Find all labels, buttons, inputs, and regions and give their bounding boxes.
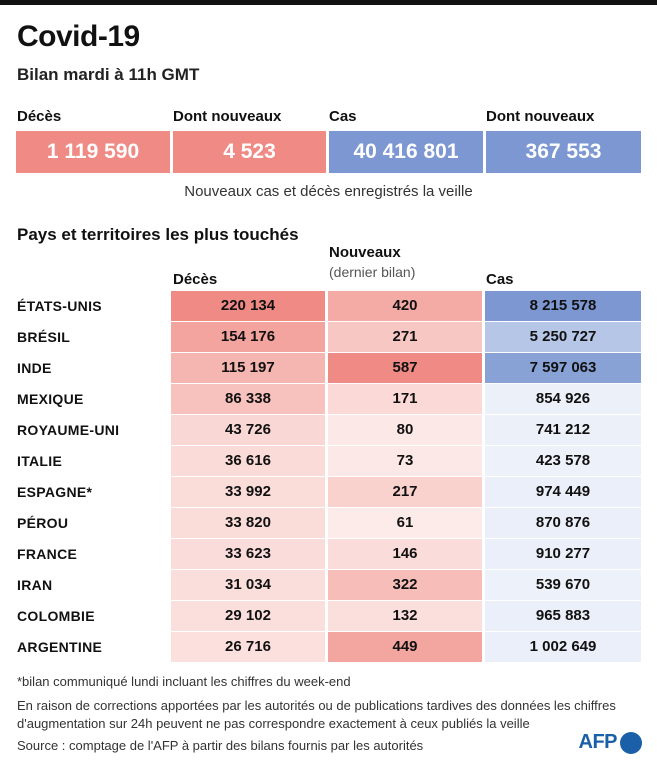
deaths-cell: 86 338: [171, 384, 325, 414]
new-deaths-cell: 80: [328, 415, 482, 445]
summary-label-deaths: Décès: [17, 108, 62, 125]
country-label: COLOMBIE: [17, 608, 95, 624]
country-label: ÉTATS-UNIS: [17, 298, 102, 314]
country-label: ARGENTINE: [17, 639, 103, 655]
country-label: INDE: [17, 360, 52, 376]
summary-label-new-cases: Dont nouveaux: [486, 108, 595, 125]
column-header-new: Nouveaux: [329, 244, 401, 261]
column-subheader-new: (dernier bilan): [329, 264, 416, 280]
country-label: ITALIE: [17, 453, 63, 469]
country-label: MEXIQUE: [17, 391, 84, 407]
cases-cell: 870 876: [485, 508, 641, 538]
table-row: ÉTATS-UNIS 220 134 420 8 215 578: [0, 291, 657, 322]
deaths-cell: 33 992: [171, 477, 325, 507]
table-row: PÉROU 33 820 61 870 876: [0, 508, 657, 539]
column-header-cases: Cas: [486, 271, 514, 288]
summary-value-new-cases: 367 553: [486, 131, 641, 173]
new-deaths-cell: 449: [328, 632, 482, 662]
deaths-cell: 33 820: [171, 508, 325, 538]
new-deaths-cell: 271: [328, 322, 482, 352]
new-deaths-cell: 587: [328, 353, 482, 383]
new-deaths-cell: 73: [328, 446, 482, 476]
afp-logo-text: AFP: [578, 731, 618, 753]
new-deaths-cell: 61: [328, 508, 482, 538]
cases-cell: 423 578: [485, 446, 641, 476]
country-label: FRANCE: [17, 546, 78, 562]
cases-cell: 965 883: [485, 601, 641, 631]
deaths-cell: 29 102: [171, 601, 325, 631]
deaths-cell: 43 726: [171, 415, 325, 445]
deaths-cell: 115 197: [171, 353, 325, 383]
cases-cell: 5 250 727: [485, 322, 641, 352]
cases-cell: 7 597 063: [485, 353, 641, 383]
country-label: ESPAGNE*: [17, 484, 93, 500]
afp-logo-dot: [620, 731, 642, 754]
page-title: Covid-19: [17, 20, 140, 53]
deaths-cell: 31 034: [171, 570, 325, 600]
new-deaths-cell: 322: [328, 570, 482, 600]
country-label: PÉROU: [17, 515, 69, 531]
section-title: Pays et territoires les plus touchés: [17, 225, 299, 244]
new-deaths-cell: 171: [328, 384, 482, 414]
data-table: ÉTATS-UNIS 220 134 420 8 215 578 BRÉSIL 154 1…: [0, 291, 657, 663]
footnote-asterisk: *bilan communiqué lundi incluant les chi…: [17, 674, 351, 689]
table-row: INDE 115 197 587 7 597 063: [0, 353, 657, 384]
afp-logo: AFP: [578, 731, 642, 754]
summary-label-new-deaths: Dont nouveaux: [173, 108, 282, 125]
deaths-cell: 26 716: [171, 632, 325, 662]
footnote-disclaimer: En raison de corrections apportées par l…: [17, 698, 616, 731]
table-row: ROYAUME-UNI 43 726 80 741 212: [0, 415, 657, 446]
deaths-cell: 220 134: [171, 291, 325, 321]
summary-value-new-deaths: 4 523: [173, 131, 326, 173]
summary-value-deaths: 1 119 590: [16, 131, 170, 173]
cases-cell: 910 277: [485, 539, 641, 569]
source-note: Source : comptage de l'AFP à partir des …: [17, 738, 424, 753]
table-row: IRAN 31 034 322 539 670: [0, 570, 657, 601]
table-row: ESPAGNE* 33 992 217 974 449: [0, 477, 657, 508]
table-row: FRANCE 33 623 146 910 277: [0, 539, 657, 570]
deaths-cell: 154 176: [171, 322, 325, 352]
cases-cell: 1 002 649: [485, 632, 641, 662]
country-label: ROYAUME-UNI: [17, 422, 120, 438]
table-row: ARGENTINE 26 716 449 1 002 649: [0, 632, 657, 663]
cases-cell: 741 212: [485, 415, 641, 445]
new-deaths-cell: 146: [328, 539, 482, 569]
summary-note: Nouveaux cas et décès enregistrés la vei…: [184, 183, 473, 200]
cases-cell: 539 670: [485, 570, 641, 600]
deaths-cell: 36 616: [171, 446, 325, 476]
column-header-deaths: Décès: [173, 271, 218, 288]
cases-cell: 8 215 578: [485, 291, 641, 321]
new-deaths-cell: 420: [328, 291, 482, 321]
cases-cell: 854 926: [485, 384, 641, 414]
table-row: COLOMBIE 29 102 132 965 883: [0, 601, 657, 632]
country-label: IRAN: [17, 577, 53, 593]
summary-label-cases: Cas: [329, 108, 357, 125]
table-row: MEXIQUE 86 338 171 854 926: [0, 384, 657, 415]
page-subtitle: Bilan mardi à 11h GMT: [17, 65, 200, 84]
country-label: BRÉSIL: [17, 329, 71, 345]
summary-value-cases: 40 416 801: [329, 131, 483, 173]
cases-cell: 974 449: [485, 477, 641, 507]
deaths-cell: 33 623: [171, 539, 325, 569]
table-row: ITALIE 36 616 73 423 578: [0, 446, 657, 477]
new-deaths-cell: 132: [328, 601, 482, 631]
new-deaths-cell: 217: [328, 477, 482, 507]
table-row: BRÉSIL 154 176 271 5 250 727: [0, 322, 657, 353]
top-rule: [0, 0, 657, 5]
